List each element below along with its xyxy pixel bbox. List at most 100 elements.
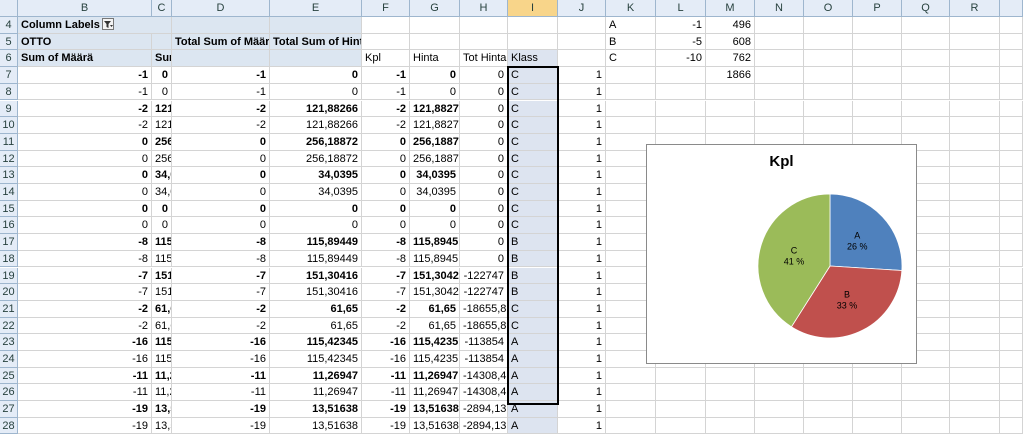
header-cell-r6[interactable] bbox=[950, 50, 1000, 68]
row-header-16[interactable]: 16 bbox=[0, 217, 18, 235]
cell-j18[interactable]: 1 bbox=[558, 250, 606, 268]
header-cell-n6[interactable] bbox=[755, 50, 804, 68]
cell-stub-21[interactable] bbox=[1000, 300, 1023, 318]
cell-q16[interactable] bbox=[902, 217, 950, 235]
cell-d8[interactable]: -1 bbox=[172, 83, 270, 101]
column-header-c[interactable]: C bbox=[152, 0, 172, 17]
cell-q8[interactable] bbox=[902, 83, 950, 101]
cell-q11[interactable] bbox=[902, 133, 950, 151]
cell-m7[interactable]: 1866 bbox=[706, 67, 755, 84]
cell-r10[interactable] bbox=[950, 117, 1000, 134]
cell-m8[interactable] bbox=[706, 83, 755, 101]
cell-c23[interactable]: 115,42345 bbox=[152, 334, 172, 351]
cell-f21[interactable]: -2 bbox=[362, 300, 410, 318]
cell-stub-5[interactable] bbox=[1000, 33, 1023, 51]
cell-b22[interactable]: -2 bbox=[18, 317, 152, 335]
cell-r12[interactable] bbox=[950, 150, 1000, 168]
cell-d22[interactable]: -2 bbox=[172, 317, 270, 335]
cell-j17[interactable]: 1 bbox=[558, 234, 606, 251]
cell-r19[interactable] bbox=[950, 267, 1000, 285]
cell-q12[interactable] bbox=[902, 150, 950, 168]
column-header-l[interactable]: L bbox=[656, 0, 706, 17]
cell-h28[interactable]: -2894,13 bbox=[460, 417, 508, 434]
cell-f24[interactable]: -16 bbox=[362, 351, 410, 368]
header-cell-p5[interactable] bbox=[853, 33, 902, 51]
cell-q19[interactable] bbox=[902, 267, 950, 285]
cell-f10[interactable]: -2 bbox=[362, 117, 410, 134]
cell-e20[interactable]: 151,30416 bbox=[270, 284, 362, 301]
cell-p28[interactable] bbox=[853, 417, 902, 434]
cell-q25[interactable] bbox=[902, 367, 950, 385]
column-header-j[interactable]: J bbox=[558, 0, 606, 17]
cell-c7[interactable]: 0 bbox=[152, 67, 172, 84]
cell-i11[interactable]: C bbox=[508, 133, 558, 151]
cell-q7[interactable] bbox=[902, 67, 950, 84]
cell-c15[interactable]: 0 bbox=[152, 200, 172, 218]
cell-g22[interactable]: 61,65 bbox=[410, 317, 460, 335]
cell-q18[interactable] bbox=[902, 250, 950, 268]
cell-h13[interactable]: 0 bbox=[460, 167, 508, 184]
cell-r16[interactable] bbox=[950, 217, 1000, 235]
cell-d17[interactable]: -8 bbox=[172, 234, 270, 251]
cell-b11[interactable]: 0 bbox=[18, 133, 152, 151]
cell-o7[interactable] bbox=[804, 67, 853, 84]
cell-g25[interactable]: 11,26947 bbox=[410, 367, 460, 385]
header-cell-d6[interactable] bbox=[172, 50, 270, 68]
cell-b14[interactable]: 0 bbox=[18, 184, 152, 201]
cell-q10[interactable] bbox=[902, 117, 950, 134]
cell-n26[interactable] bbox=[755, 384, 804, 402]
cell-g10[interactable]: 121,8827 bbox=[410, 117, 460, 134]
cell-e10[interactable]: 121,88266 bbox=[270, 117, 362, 134]
cell-h18[interactable]: 0 bbox=[460, 250, 508, 268]
cell-h8[interactable]: 0 bbox=[460, 83, 508, 101]
cell-g7[interactable]: 0 bbox=[410, 67, 460, 84]
row-header-5[interactable]: 5 bbox=[0, 33, 18, 51]
cell-b16[interactable]: 0 bbox=[18, 217, 152, 235]
cell-d27[interactable]: -19 bbox=[172, 401, 270, 418]
cell-r22[interactable] bbox=[950, 317, 1000, 335]
cell-b26[interactable]: -11 bbox=[18, 384, 152, 402]
cell-q27[interactable] bbox=[902, 401, 950, 418]
pie-slice-a[interactable] bbox=[829, 193, 903, 271]
cell-l27[interactable] bbox=[656, 401, 706, 418]
cell-d23[interactable]: -16 bbox=[172, 334, 270, 351]
cell-p10[interactable] bbox=[853, 117, 902, 134]
cell-c11[interactable]: 256,18872 bbox=[152, 133, 172, 151]
cell-h23[interactable]: -113854 bbox=[460, 334, 508, 351]
cell-n27[interactable] bbox=[755, 401, 804, 418]
cell-r25[interactable] bbox=[950, 367, 1000, 385]
cell-o27[interactable] bbox=[804, 401, 853, 418]
cell-f19[interactable]: -7 bbox=[362, 267, 410, 285]
cell-c13[interactable]: 34,0395 bbox=[152, 167, 172, 184]
column-header-b[interactable]: B bbox=[18, 0, 152, 17]
cell-b28[interactable]: -19 bbox=[18, 417, 152, 434]
cell-stub-8[interactable] bbox=[1000, 83, 1023, 101]
cell-g26[interactable]: 11,26947 bbox=[410, 384, 460, 402]
header-cell-r4[interactable] bbox=[950, 17, 1000, 34]
cell-h10[interactable]: 0 bbox=[460, 117, 508, 134]
header-cell-d5[interactable]: Total Sum of Määrä bbox=[172, 33, 270, 51]
cell-c18[interactable]: 115,89449 bbox=[152, 250, 172, 268]
cell-c16[interactable]: 0 bbox=[152, 217, 172, 235]
cell-r9[interactable] bbox=[950, 100, 1000, 118]
cell-d16[interactable]: 0 bbox=[172, 217, 270, 235]
cell-n9[interactable] bbox=[755, 100, 804, 118]
cell-j15[interactable]: 1 bbox=[558, 200, 606, 218]
cell-stub-11[interactable] bbox=[1000, 133, 1023, 151]
row-header-9[interactable]: 9 bbox=[0, 100, 18, 118]
header-cell-m4[interactable]: 496 bbox=[706, 17, 755, 34]
cell-n7[interactable] bbox=[755, 67, 804, 84]
cell-d12[interactable]: 0 bbox=[172, 150, 270, 168]
cell-i10[interactable]: C bbox=[508, 117, 558, 134]
cell-stub-19[interactable] bbox=[1000, 267, 1023, 285]
header-cell-f6[interactable]: Kpl bbox=[362, 50, 410, 68]
cell-r24[interactable] bbox=[950, 351, 1000, 368]
row-header-19[interactable]: 19 bbox=[0, 267, 18, 285]
header-cell-k4[interactable]: A bbox=[606, 17, 656, 34]
header-cell-l6[interactable]: -10 bbox=[656, 50, 706, 68]
cell-e13[interactable]: 34,0395 bbox=[270, 167, 362, 184]
header-cell-b5[interactable]: OTTO bbox=[18, 33, 152, 51]
cell-e11[interactable]: 256,18872 bbox=[270, 133, 362, 151]
cell-d10[interactable]: -2 bbox=[172, 117, 270, 134]
column-header-d[interactable]: D bbox=[172, 0, 270, 17]
